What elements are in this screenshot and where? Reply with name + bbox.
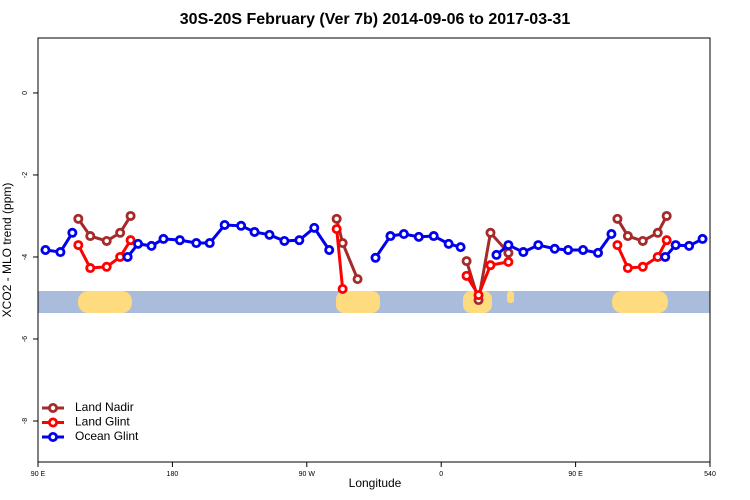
point [503, 247, 514, 258]
point [549, 243, 560, 254]
point [352, 274, 363, 285]
point [533, 240, 544, 251]
point [697, 233, 708, 244]
y-tick-label: -2 [22, 172, 29, 178]
point [443, 238, 454, 249]
point [67, 227, 78, 238]
x-tick-label: 180 [167, 471, 179, 478]
point [337, 238, 348, 249]
land-patch [507, 291, 514, 303]
point [622, 263, 633, 274]
point [146, 240, 157, 251]
point [40, 244, 51, 255]
point [133, 238, 144, 249]
legend-marker [48, 417, 59, 428]
point [473, 290, 484, 301]
chart-title: 30S-20S February (Ver 7b) 2014-09-06 to … [180, 11, 571, 28]
point [637, 235, 648, 246]
point [413, 231, 424, 242]
point [491, 249, 502, 260]
point [652, 227, 663, 238]
point [122, 251, 133, 262]
point [461, 270, 472, 281]
point [85, 263, 96, 274]
y-tick-label: -8 [22, 418, 29, 424]
legend-label: Land Nadir [75, 400, 134, 414]
point [428, 231, 439, 242]
y-tick-label: 0 [22, 91, 29, 95]
land-patch [612, 291, 668, 313]
point [324, 244, 335, 255]
point [606, 229, 617, 240]
point [503, 256, 514, 267]
series-line [45, 223, 704, 259]
point [661, 235, 672, 246]
point [204, 238, 215, 249]
x-axis-label: Longitude [349, 476, 402, 490]
point [485, 227, 496, 238]
point [158, 233, 169, 244]
point [73, 240, 84, 251]
point [455, 242, 466, 253]
point [115, 227, 126, 238]
point [85, 231, 96, 242]
y-tick-label: -6 [22, 336, 29, 342]
point [684, 240, 695, 251]
surface-strip [38, 291, 710, 313]
point [563, 244, 574, 255]
point [191, 238, 202, 249]
point [398, 229, 409, 240]
point [485, 260, 496, 271]
point [174, 235, 185, 246]
legend-marker [48, 431, 59, 442]
land-patch [336, 291, 380, 313]
point [219, 219, 230, 230]
point [370, 252, 381, 263]
legend-label: Ocean Glint [75, 429, 139, 443]
point [337, 283, 348, 294]
y-axis-label: XCO2 - MLO trend (ppm) [0, 183, 14, 318]
point [637, 261, 648, 272]
point [518, 247, 529, 258]
x-tick-label: 540 [704, 471, 716, 478]
point [279, 235, 290, 246]
point [661, 210, 672, 221]
point [578, 244, 589, 255]
point [294, 235, 305, 246]
point [670, 240, 681, 251]
point [101, 261, 112, 272]
point [503, 240, 514, 251]
point [612, 240, 623, 251]
point [236, 220, 247, 231]
point [125, 210, 136, 221]
point [612, 213, 623, 224]
point [249, 226, 260, 237]
point [660, 251, 671, 262]
point [125, 235, 136, 246]
point [55, 247, 66, 258]
point [264, 229, 275, 240]
x-tick-label: 90 W [299, 471, 316, 478]
point [461, 256, 472, 267]
land-patch [78, 291, 132, 313]
point [331, 224, 342, 235]
point [593, 247, 604, 258]
point [309, 222, 320, 233]
point [101, 235, 112, 246]
x-tick-label: 90 E [31, 471, 46, 478]
legend-label: Land Glint [75, 415, 130, 429]
point [73, 213, 84, 224]
point [331, 213, 342, 224]
plot-frame [37, 37, 711, 463]
point [385, 231, 396, 242]
y-tick-label: -4 [22, 254, 29, 260]
x-tick-label: 90 E [568, 471, 583, 478]
point [622, 231, 633, 242]
x-tick-label: 0 [439, 471, 443, 478]
legend-marker [48, 402, 59, 413]
